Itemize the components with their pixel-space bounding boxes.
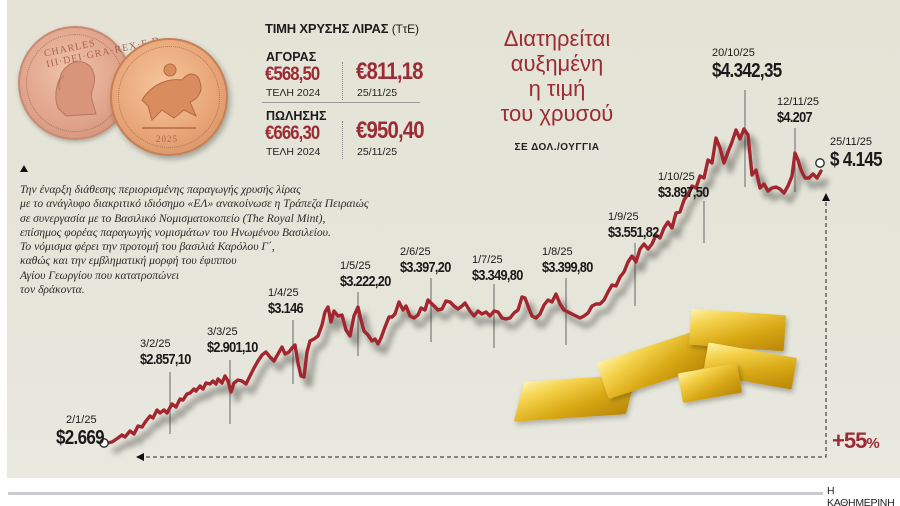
buy-new-date: 25/11/25 [357,87,398,99]
annotation-value: $ 4.145 [830,149,883,171]
buy-new-price: €811,18 [356,58,424,85]
annotation-1-9-25: 1/9/25 $3.551,82 [608,211,668,241]
annotation-date: 1/8/25 [542,246,573,258]
percent-change-value: +55 [832,428,867,453]
annotation-date: 1/10/25 [658,171,695,183]
annotation-2-1-25: 2/1/25 $2.669 [56,414,112,449]
blurb-line: με το ανάγλυφο διακριτικό ιδιόσημο «ΕΛ» … [20,197,369,211]
annotation-value: $3.897,50 [658,184,709,201]
blurb-line: επίσημος φορέας παραγωγής νομισμάτων του… [20,225,331,239]
annotation-20-10-25: 20/10/25 $4.342,35 [712,47,794,82]
buy-old-price: €568,50 [265,64,320,85]
annotation-date: 1/5/25 [340,260,371,272]
annotation-3-3-25: 3/3/25 $2.901,10 [207,326,267,356]
percent-sign: % [866,435,879,452]
annotation-1-8-25: 1/8/25 $3.399,80 [542,246,602,276]
blurb-line: σε συνεργασία με το Βασιλικό Νομισματοκο… [20,211,326,225]
annotation-value: $3.349,80 [472,267,523,284]
sell-label: ΠΩΛΗΣΗΣ [266,109,327,123]
start-point-marker [99,438,109,448]
arrow-up-icon [822,193,830,201]
annotation-date: 3/2/25 [140,338,171,350]
annotation-value: $3.222,20 [340,273,391,290]
annotation-date: 12/11/25 [777,96,820,108]
annotation-value: $3.397,20 [400,259,451,276]
publisher-brand: Η ΚΑΘΗΜΕΡΙΝΗ [827,485,895,506]
gold-price-line [105,127,823,445]
footer-rule [8,492,823,495]
coin-year: 2025 [156,134,178,144]
percent-change: +55% [832,428,880,454]
end-point-marker [815,158,825,168]
annotation-value: $2.901,10 [207,339,258,356]
change-bracket [144,202,827,458]
sell-old-price: €666,30 [265,123,320,144]
annotation-date: 20/10/25 [712,47,755,59]
annotation-date: 1/4/25 [268,287,299,299]
annotation-date: 25/11/25 [830,136,873,148]
sell-old-date: ΤΕΛΗ 2024 [266,146,321,158]
annotation-1-10-25: 1/10/25 $3.897,50 [658,171,718,201]
caret-up-icon [20,165,28,172]
arrow-left-icon [136,453,144,461]
article-blurb: Την έναρξη διάθεσης περιορισμένης παραγω… [20,183,400,297]
divider [262,102,420,103]
sell-new-price: €950,40 [356,117,425,144]
headline-line: η τιμή [528,76,586,101]
annotation-value: $2.669 [56,427,105,449]
annotation-date: 2/1/25 [66,414,97,426]
sell-new-date: 25/11/25 [357,146,398,158]
divider-dotted [342,121,343,159]
sovereign-coin-reverse: 2025 [110,38,228,156]
king-portrait-icon [55,61,97,117]
annotation-1-7-25: 1/7/25 $3.349,80 [472,254,532,284]
blurb-line: τον δράκοντα. [20,283,85,297]
annotation-value: $4.207 [777,109,813,126]
st-george-dragon-icon [141,63,202,129]
annotation-value: $3.399,80 [542,259,593,276]
coin-rim [118,46,220,148]
annotation-2-6-25: 2/6/25 $3.397,20 [400,246,460,276]
buy-label: ΑΓΟΡΑΣ [266,50,317,64]
annotation-date: 1/9/25 [608,211,639,223]
blurb-line: καθώς και την εμβληματική μορφή του έφιπ… [20,254,237,268]
annotation-value: $4.342,35 [712,60,782,82]
headline-line: Διατηρείται [503,26,611,51]
annotation-value: $3.146 [268,300,304,317]
info-box-title: ΤΙΜΗ ΧΡΥΣΗΣ ΛΙΡΑΣ (ΤτΕ) [265,21,419,36]
annotation-1-5-25: 1/5/25 $3.222,20 [340,260,400,290]
annotation-1-4-25: 1/4/25 $3.146 [268,287,309,317]
blurb-line: Το νόμισμα φέρει την προτομή του βασιλιά… [20,240,275,254]
annotation-12-11-25: 12/11/25 $4.207 [777,96,819,126]
annotation-date: 1/7/25 [472,254,503,266]
chart-unit: ΣΕ ΔΟΛ./ΟΥΓΓΙΑ [514,142,600,153]
divider-dotted [342,62,343,100]
headline-line: αυξημένη [510,51,604,76]
annotation-25-11-25: 25/11/25 $ 4.145 [830,136,891,171]
buy-old-date: ΤΕΛΗ 2024 [266,87,321,99]
annotation-date: 3/3/25 [207,326,238,338]
blurb-line: Την έναρξη διάθεσης περιορισμένης παραγω… [20,183,301,196]
blurb-line: Αγίου Γεωργίου που κατατροπώνει [20,268,180,282]
info-box-title-text: ΤΙΜΗ ΧΡΥΣΗΣ ΛΙΡΑΣ [265,21,389,36]
headline-line: του χρυσού [500,101,614,126]
annotation-3-2-25: 3/2/25 $2.857,10 [140,338,200,368]
annotation-date: 2/6/25 [400,246,431,258]
annotation-value: $3.551,82 [608,224,659,241]
annotation-value: $2.857,10 [140,351,191,368]
chart-headline: Διατηρείται αυξημένη η τιμή του χρυσού [487,26,627,126]
info-box-source: (ΤτΕ) [391,22,419,36]
